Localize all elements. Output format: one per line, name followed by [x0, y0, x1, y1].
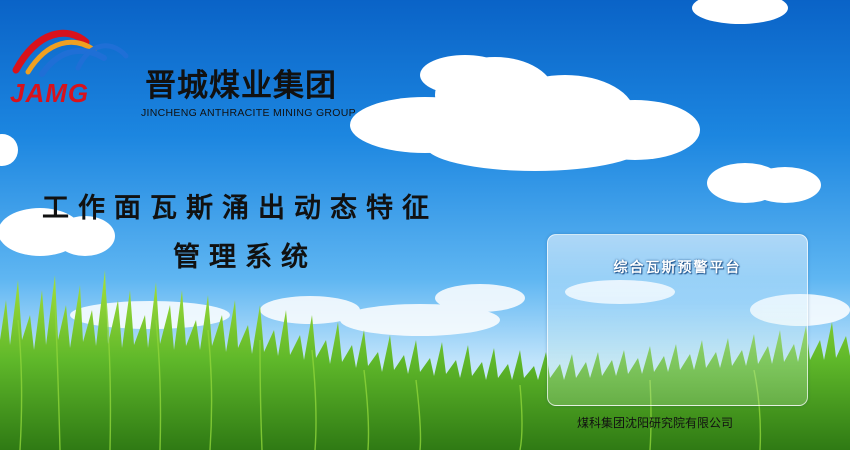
- cloud-small-left: [0, 134, 18, 166]
- system-title-line-1: 工作面瓦斯涌出动态特征: [42, 193, 438, 224]
- cloud-large: [350, 55, 700, 171]
- company-name-cn: 晋城煤业集团: [145, 68, 337, 104]
- platform-title: 综合瓦斯预警平台: [613, 260, 742, 276]
- jamg-logo-mark: JAMG: [10, 29, 129, 108]
- company-name-en: JINCHENG ANTHRACITE MINING GROUP: [141, 107, 356, 119]
- footer-company: 煤科集团沈阳研究院有限公司: [577, 416, 734, 430]
- company-logo: JAMG 晋城煤业集团 JINCHENG ANTHRACITE MINING G…: [8, 22, 368, 119]
- cloud-top-right: [692, 0, 788, 24]
- cloud-left: [0, 208, 115, 256]
- logo-mark-text: JAMG: [10, 78, 89, 108]
- cloud-right: [707, 163, 821, 203]
- platform-entry-card[interactable]: 综合瓦斯预警平台: [547, 234, 808, 406]
- system-title-line-2: 管理系统: [173, 242, 317, 273]
